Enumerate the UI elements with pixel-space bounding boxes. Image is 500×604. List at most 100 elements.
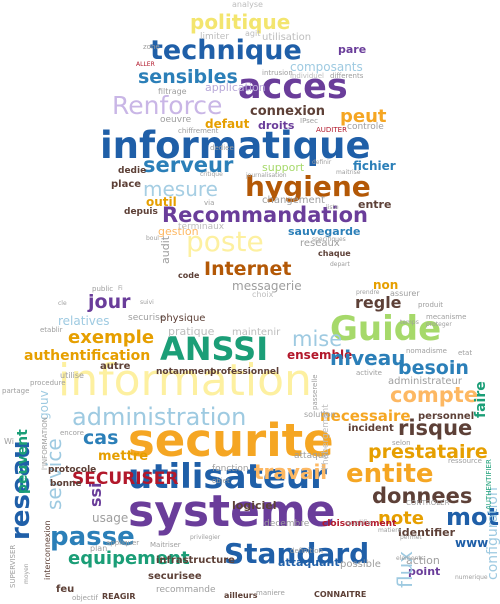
word-application: application <box>205 81 266 94</box>
word-prendre: prendre <box>356 289 380 296</box>
word-attaquant: attaquant <box>278 556 340 569</box>
word-composants: composants <box>290 60 363 74</box>
word-autre: autre <box>100 361 131 372</box>
word-privilegier: privilegier <box>190 534 221 541</box>
word-nomadisme: nomadisme <box>406 347 447 355</box>
word-possible: possible <box>340 559 381 570</box>
word-niveau: niveau <box>330 346 406 370</box>
word-dediee: individuel <box>290 72 324 80</box>
word-fonction: fonction <box>212 464 249 474</box>
word-securite: securite <box>128 414 334 467</box>
word-www: www <box>455 536 489 550</box>
word-analyse: analyse <box>232 0 263 9</box>
word-ressource: ressource <box>448 457 482 465</box>
word-partage: partage <box>2 387 30 395</box>
word-procedure: procedure <box>30 379 66 387</box>
word-journalisation: critique <box>200 171 223 178</box>
word-objectif: objectif <box>72 594 98 602</box>
word-authentifier: AUTHENTIFIER <box>485 459 493 510</box>
word-specifiques: elements <box>396 555 424 562</box>
word-mettre: mettre <box>98 449 149 464</box>
word-code: code <box>178 271 200 280</box>
word-controler: CONTROLER <box>406 499 450 507</box>
word-mesure: mesure <box>143 177 218 201</box>
word-incident: incident <box>348 423 394 434</box>
word-internet: Internet <box>204 258 292 280</box>
word-support: support <box>262 161 305 174</box>
word-cle: suivi <box>140 299 154 306</box>
word-etablir: etablir <box>40 326 63 334</box>
word-maitriser: Maitriser <box>150 541 181 549</box>
word-mot: mot <box>446 503 499 531</box>
word-politique: politique <box>190 10 291 34</box>
word-identifier: identifier <box>398 526 456 539</box>
word-dedie: dedie <box>118 166 147 176</box>
word-depuis: depuis <box>124 207 158 217</box>
word-definir: changement <box>262 195 325 206</box>
word-logiciel: logiciel <box>232 499 277 512</box>
word-connaitre: CONNAITRE <box>314 590 367 599</box>
word-decembre: decembre <box>264 519 310 529</box>
word-plan: plan <box>90 544 108 553</box>
word-passe: passe <box>50 522 135 552</box>
word-equipement: equipement <box>68 548 190 569</box>
word-regle: regle <box>355 293 402 312</box>
word-faire: faire <box>473 381 489 418</box>
word-ssi: ssi <box>86 482 105 507</box>
word-agit: agit <box>245 29 261 38</box>
word-cloisonnement: cloisonnement <box>322 519 397 529</box>
word-personnel: personnel <box>418 411 475 422</box>
word-risque: risque <box>398 416 473 440</box>
word-systeme: systeme <box>128 486 336 537</box>
word-differents: ALLER <box>136 61 155 68</box>
word-produit: produit <box>418 301 444 309</box>
word-protocole: protocole <box>48 465 97 475</box>
word-limiter: limiter <box>200 32 230 42</box>
word-changement: maitrise <box>336 169 361 176</box>
word-bonne: bonne <box>50 479 82 489</box>
word-poste: poste <box>186 225 264 258</box>
word-authentification: authentification <box>24 348 151 364</box>
word-entre: entre <box>358 198 392 211</box>
word-administration: administration <box>72 403 247 431</box>
word-individuel: differents <box>330 72 364 80</box>
word-gestion: gestion <box>158 225 199 238</box>
word-notamment: notamment <box>156 367 215 377</box>
word-reseaux: reseaux <box>300 238 340 249</box>
word-administrateur: administrateur <box>388 376 463 387</box>
word-maintenir: maintenir <box>232 327 281 338</box>
word-critique: via <box>204 199 215 207</box>
word-activite: activite <box>356 369 382 377</box>
word-travail: travail <box>254 460 328 484</box>
word-recommandation: Recommandation <box>162 203 368 227</box>
word-donnees: donnees <box>372 484 473 508</box>
word-permet: permet <box>400 534 422 541</box>
word-securiser: SECURISER <box>72 469 179 489</box>
word-droits: droits <box>258 119 295 132</box>
word-audit: audit <box>159 235 172 264</box>
word-lhebergement: l'hebergement <box>321 404 331 470</box>
word-ensemble: ensemble <box>287 348 353 362</box>
word-utilise: utilise <box>60 371 84 380</box>
word-outil: outil <box>146 195 177 209</box>
word-qualifie: qualifie <box>346 519 372 527</box>
word-necessaire: necessaire <box>320 407 411 425</box>
word-mecanisme: mecanisme <box>426 313 467 321</box>
word-anssi: ANSSI <box>160 330 269 368</box>
word-peut: peut <box>340 106 387 127</box>
word-ipsec: AUDITER <box>316 126 347 134</box>
word-l-information: l'INFORMATION <box>41 417 49 470</box>
word-appliquer: appliquer <box>106 539 140 547</box>
word-non: non <box>373 278 399 292</box>
word-action: action <box>406 554 440 567</box>
word-oeuvre: oeuvre <box>160 115 192 125</box>
word-controle: controle <box>347 122 384 132</box>
word-renforce: Renforce <box>112 91 223 120</box>
word-fi: public <box>92 285 114 293</box>
word-auditer: chiffrement <box>178 127 219 135</box>
word-depart: specifiques <box>312 236 346 243</box>
word-attaque: attaque <box>294 451 330 461</box>
word-securisee: securisee <box>148 571 202 582</box>
word-maitrise: liste <box>326 204 339 211</box>
word-recommande: recommande <box>156 585 216 595</box>
